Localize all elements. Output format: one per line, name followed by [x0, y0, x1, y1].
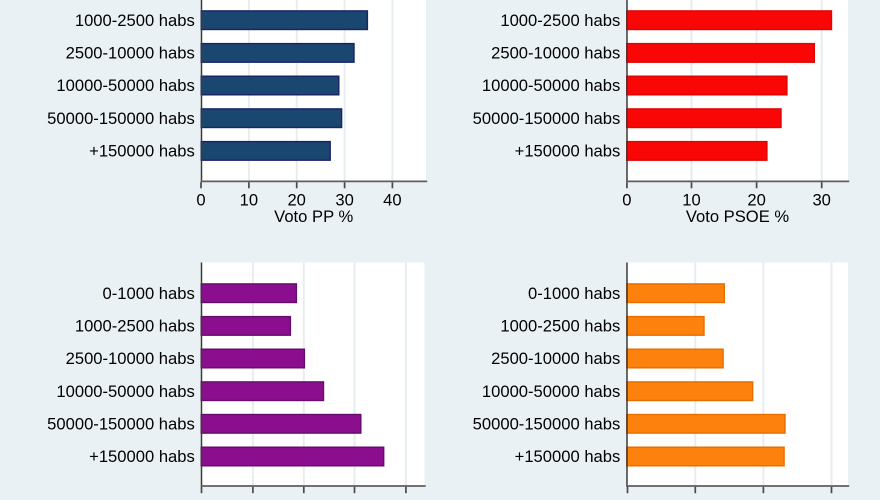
svg-text:0-1000 habs: 0-1000 habs	[103, 284, 195, 303]
svg-text:1000-2500 habs: 1000-2500 habs	[75, 317, 195, 336]
svg-text:10: 10	[240, 190, 258, 209]
svg-text:2500-10000 habs: 2500-10000 habs	[66, 44, 195, 63]
svg-text:20: 20	[287, 190, 305, 209]
svg-text:40: 40	[383, 190, 401, 209]
svg-text:Voto PSOE %: Voto PSOE %	[686, 207, 790, 226]
svg-text:+150000 habs: +150000 habs	[515, 142, 621, 161]
svg-text:+150000 habs: +150000 habs	[89, 447, 195, 466]
svg-text:2500-10000 habs: 2500-10000 habs	[491, 44, 620, 63]
svg-text:0-1000 habs: 0-1000 habs	[528, 284, 620, 303]
svg-text:10000-50000 habs: 10000-50000 habs	[56, 382, 194, 401]
svg-text:+150000 habs: +150000 habs	[515, 447, 621, 466]
svg-text:1000-2500 habs: 1000-2500 habs	[500, 317, 620, 336]
svg-text:30: 30	[812, 190, 830, 209]
svg-text:10000-50000 habs: 10000-50000 habs	[482, 382, 620, 401]
svg-text:2500-10000 habs: 2500-10000 habs	[66, 349, 195, 368]
svg-text:1000-2500 habs: 1000-2500 habs	[500, 11, 620, 30]
svg-text:+150000 habs: +150000 habs	[89, 142, 195, 161]
svg-text:50000-150000 habs: 50000-150000 habs	[47, 109, 195, 128]
svg-text:50000-150000 habs: 50000-150000 habs	[473, 415, 621, 434]
svg-text:0: 0	[196, 190, 205, 209]
svg-text:20: 20	[747, 190, 765, 209]
svg-text:0: 0	[622, 190, 631, 209]
svg-text:10: 10	[682, 190, 700, 209]
svg-text:2500-10000 habs: 2500-10000 habs	[491, 349, 620, 368]
svg-text:50000-150000 habs: 50000-150000 habs	[47, 415, 195, 434]
svg-text:10000-50000 habs: 10000-50000 habs	[56, 76, 194, 95]
svg-text:1000-2500 habs: 1000-2500 habs	[75, 11, 195, 30]
svg-text:10000-50000 habs: 10000-50000 habs	[482, 76, 620, 95]
svg-text:Voto PP %: Voto PP %	[274, 207, 353, 226]
svg-text:30: 30	[335, 190, 353, 209]
svg-text:50000-150000 habs: 50000-150000 habs	[473, 109, 621, 128]
